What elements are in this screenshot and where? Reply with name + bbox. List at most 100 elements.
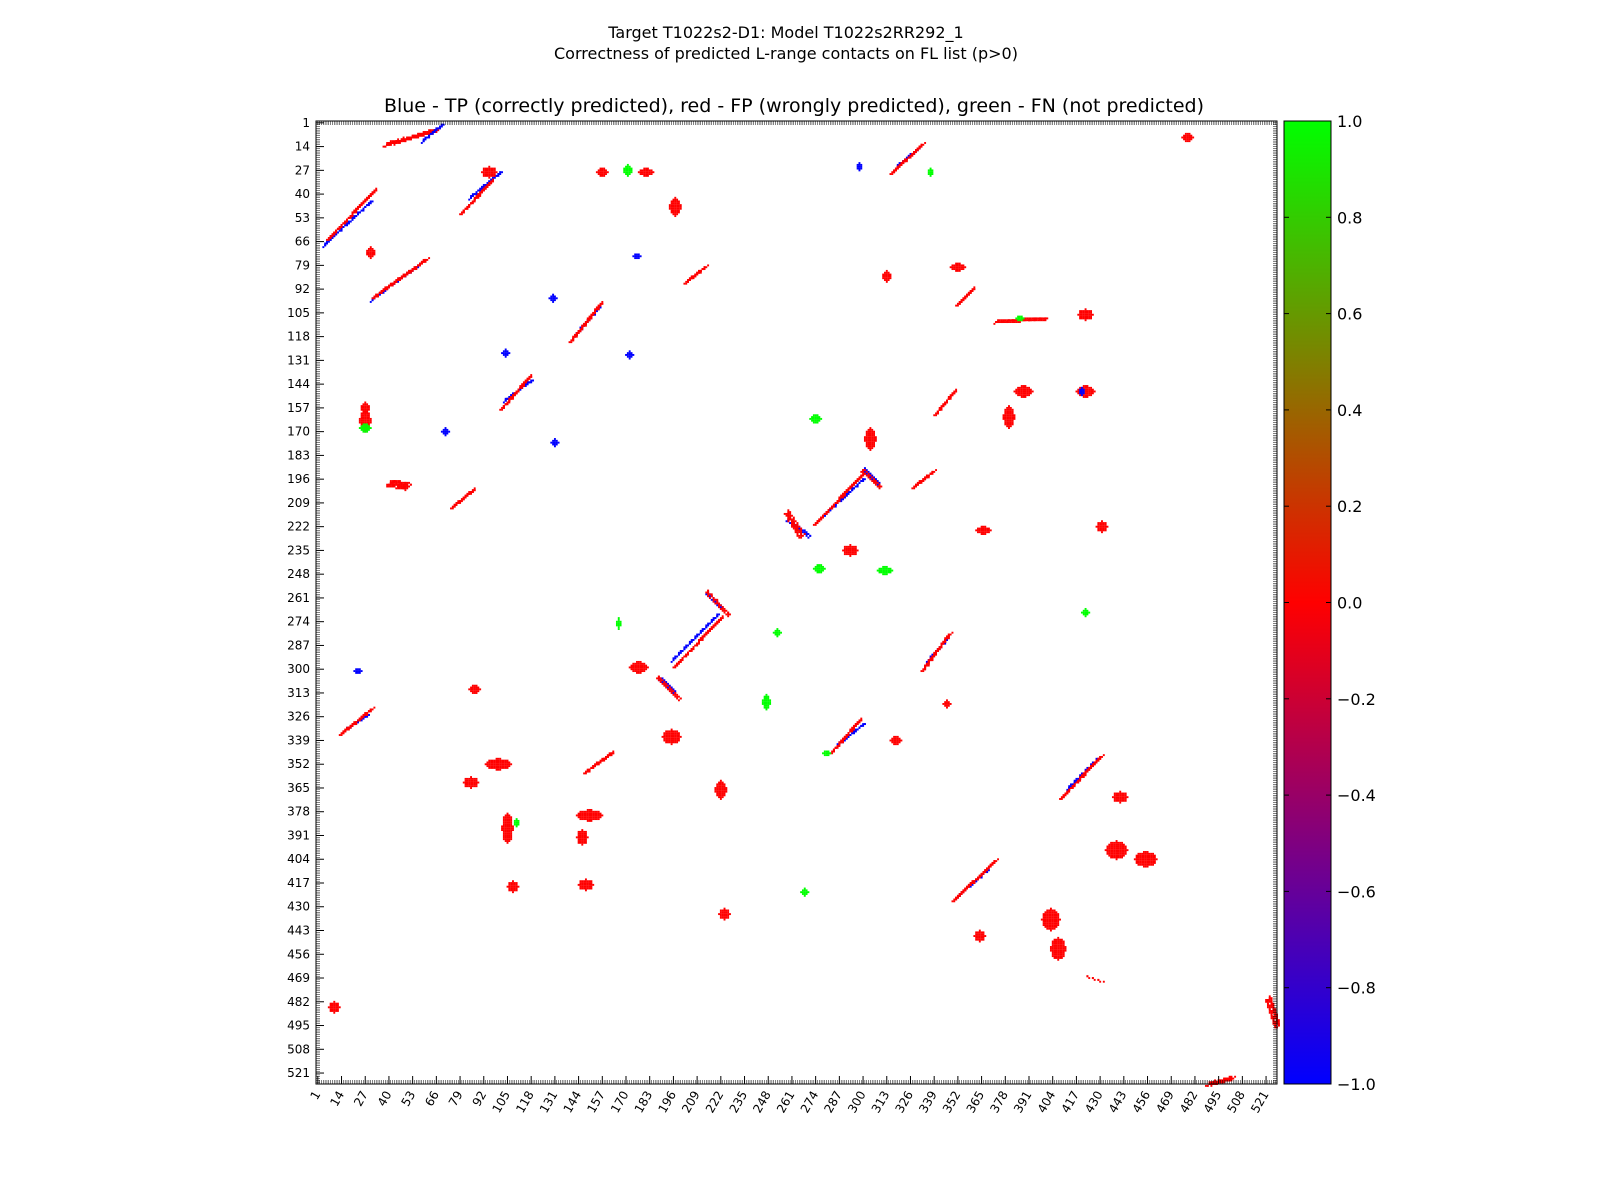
fp-contact-cell bbox=[590, 812, 593, 815]
tp-contact-cell bbox=[944, 642, 947, 645]
fp-contact-cell bbox=[853, 481, 855, 484]
fp-contact-cell bbox=[1042, 914, 1045, 917]
fp-contact-cell bbox=[595, 171, 598, 174]
fp-contact-cell bbox=[854, 481, 857, 484]
fp-contact-cell bbox=[674, 730, 677, 733]
fp-contact-cell bbox=[1104, 527, 1107, 530]
fp-contact-cell bbox=[1104, 525, 1107, 528]
fp-contact-cell bbox=[504, 832, 507, 835]
fp-contact-cell bbox=[723, 611, 726, 614]
fp-contact-cell bbox=[884, 273, 886, 276]
fp-contact-cell bbox=[1053, 940, 1056, 943]
fp-contact-cell bbox=[579, 818, 582, 821]
tp-contact-cell bbox=[663, 679, 666, 682]
fp-contact-cell bbox=[1121, 856, 1124, 859]
fp-contact-cell bbox=[1144, 865, 1147, 868]
tp-contact-cell bbox=[342, 226, 345, 228]
fp-contact-cell bbox=[597, 171, 600, 174]
fp-contact-cell bbox=[1017, 388, 1020, 391]
fp-contact-cell bbox=[336, 227, 339, 230]
fp-contact-cell bbox=[504, 763, 507, 766]
fp-contact-cell bbox=[935, 651, 938, 654]
fp-contact-cell bbox=[1225, 1077, 1227, 1080]
fp-contact-cell bbox=[867, 439, 870, 442]
fp-contact-cell bbox=[1141, 856, 1144, 859]
tp-contact-cell bbox=[470, 196, 473, 199]
fp-contact-cell bbox=[665, 737, 668, 740]
fp-contact-cell bbox=[1115, 852, 1118, 855]
tp-contact-cell bbox=[1070, 785, 1072, 788]
fp-contact-cell bbox=[865, 436, 868, 439]
fp-contact-cell bbox=[849, 485, 852, 488]
fp-contact-cell bbox=[342, 730, 345, 733]
fp-contact-cell bbox=[378, 291, 381, 294]
fp-contact-cell bbox=[873, 432, 876, 435]
fp-contact-cell bbox=[1060, 798, 1063, 800]
fp-contact-cell bbox=[1008, 412, 1010, 415]
fp-contact-cell bbox=[796, 531, 799, 534]
fp-contact-cell bbox=[920, 143, 923, 146]
fp-contact-cell bbox=[869, 443, 872, 446]
fp-contact-cell bbox=[1121, 852, 1124, 855]
tp-contact-cell bbox=[707, 624, 710, 627]
fp-contact-cell bbox=[584, 889, 587, 892]
fp-contact-cell bbox=[947, 637, 950, 640]
fp-contact-cell bbox=[940, 644, 943, 647]
tp-contact-cell bbox=[931, 653, 934, 656]
fp-contact-cell bbox=[677, 202, 680, 205]
fp-contact-cell bbox=[885, 280, 888, 283]
fp-contact-cell bbox=[1075, 390, 1078, 393]
tp-contact-cell bbox=[690, 639, 693, 641]
suptitle-line-2: Correctness of predicted L-range contact… bbox=[554, 44, 1018, 63]
fp-contact-cell bbox=[1141, 852, 1144, 855]
fp-contact-cell bbox=[729, 913, 731, 916]
fp-contact-cell bbox=[645, 666, 648, 669]
tp-contact-cell bbox=[362, 209, 365, 212]
tp-contact-cell bbox=[353, 216, 356, 219]
fp-contact-cell bbox=[344, 730, 347, 733]
fp-contact-cell bbox=[705, 633, 708, 636]
fp-contact-cell bbox=[364, 410, 367, 413]
fp-contact-cell bbox=[1082, 317, 1085, 320]
fp-contact-cell bbox=[851, 726, 854, 729]
fp-contact-cell bbox=[360, 416, 363, 419]
fp-contact-cell bbox=[462, 498, 465, 501]
fp-contact-cell bbox=[1044, 922, 1047, 925]
fp-contact-cell bbox=[1142, 858, 1145, 861]
fp-contact-cell bbox=[1090, 315, 1093, 318]
fp-contact-cell bbox=[583, 838, 586, 841]
fp-contact-cell bbox=[471, 781, 474, 784]
fp-contact-cell bbox=[471, 491, 474, 493]
fp-contact-cell bbox=[995, 321, 998, 324]
fp-contact-cell bbox=[1009, 414, 1012, 417]
fp-contact-cell bbox=[674, 741, 677, 744]
fp-contact-cell bbox=[579, 330, 582, 333]
fp-contact-cell bbox=[603, 174, 606, 177]
tp-contact-cell bbox=[519, 388, 522, 391]
fp-contact-cell bbox=[1101, 520, 1103, 523]
fp-contact-cell bbox=[922, 668, 925, 671]
tp-contact-cell bbox=[1075, 777, 1078, 780]
fp-contact-cell bbox=[699, 637, 702, 640]
fp-contact-cell bbox=[584, 770, 587, 773]
fp-contact-cell bbox=[1055, 944, 1058, 947]
fp-contact-cell bbox=[597, 304, 600, 307]
fp-contact-cell bbox=[729, 613, 731, 616]
fp-contact-cell bbox=[849, 544, 852, 546]
fp-contact-cell bbox=[502, 763, 505, 766]
fp-contact-cell bbox=[419, 262, 421, 265]
fp-contact-cell bbox=[812, 523, 815, 526]
fp-contact-cell bbox=[510, 832, 513, 835]
fp-contact-cell bbox=[1011, 321, 1014, 324]
fp-contact-cell bbox=[949, 703, 952, 705]
fp-contact-cell bbox=[891, 171, 894, 174]
fp-contact-cell bbox=[718, 913, 721, 916]
fp-contact-cell bbox=[789, 518, 792, 521]
fp-contact-cell bbox=[860, 719, 863, 722]
fp-contact-cell bbox=[913, 151, 916, 154]
fp-contact-cell bbox=[931, 472, 934, 475]
fp-contact-cell bbox=[871, 438, 874, 440]
fp-contact-cell bbox=[1108, 843, 1111, 846]
fp-contact-cell bbox=[727, 615, 730, 618]
tp-contact-cell bbox=[524, 385, 527, 387]
